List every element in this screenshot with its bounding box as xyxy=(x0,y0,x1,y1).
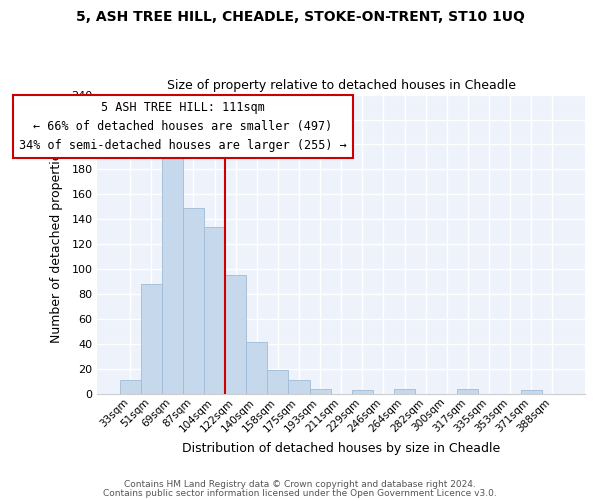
Bar xyxy=(119,380,140,394)
Bar xyxy=(352,390,373,394)
Text: 5 ASH TREE HILL: 111sqm
← 66% of detached houses are smaller (497)
34% of semi-d: 5 ASH TREE HILL: 111sqm ← 66% of detache… xyxy=(19,101,347,152)
Bar xyxy=(204,227,225,394)
Bar xyxy=(140,284,162,394)
Bar xyxy=(457,389,478,394)
Text: 5, ASH TREE HILL, CHEADLE, STOKE-ON-TRENT, ST10 1UQ: 5, ASH TREE HILL, CHEADLE, STOKE-ON-TREN… xyxy=(76,10,524,24)
Title: Size of property relative to detached houses in Cheadle: Size of property relative to detached ho… xyxy=(167,79,515,92)
Text: Contains HM Land Registry data © Crown copyright and database right 2024.: Contains HM Land Registry data © Crown c… xyxy=(124,480,476,489)
Bar xyxy=(162,152,183,394)
Bar xyxy=(289,380,310,394)
Bar xyxy=(310,389,331,394)
Y-axis label: Number of detached properties: Number of detached properties xyxy=(50,146,63,343)
Text: Contains public sector information licensed under the Open Government Licence v3: Contains public sector information licen… xyxy=(103,489,497,498)
Bar xyxy=(225,276,246,394)
X-axis label: Distribution of detached houses by size in Cheadle: Distribution of detached houses by size … xyxy=(182,442,500,455)
Bar xyxy=(246,342,267,394)
Bar xyxy=(394,389,415,394)
Bar xyxy=(521,390,542,394)
Bar xyxy=(267,370,289,394)
Bar xyxy=(183,208,204,394)
